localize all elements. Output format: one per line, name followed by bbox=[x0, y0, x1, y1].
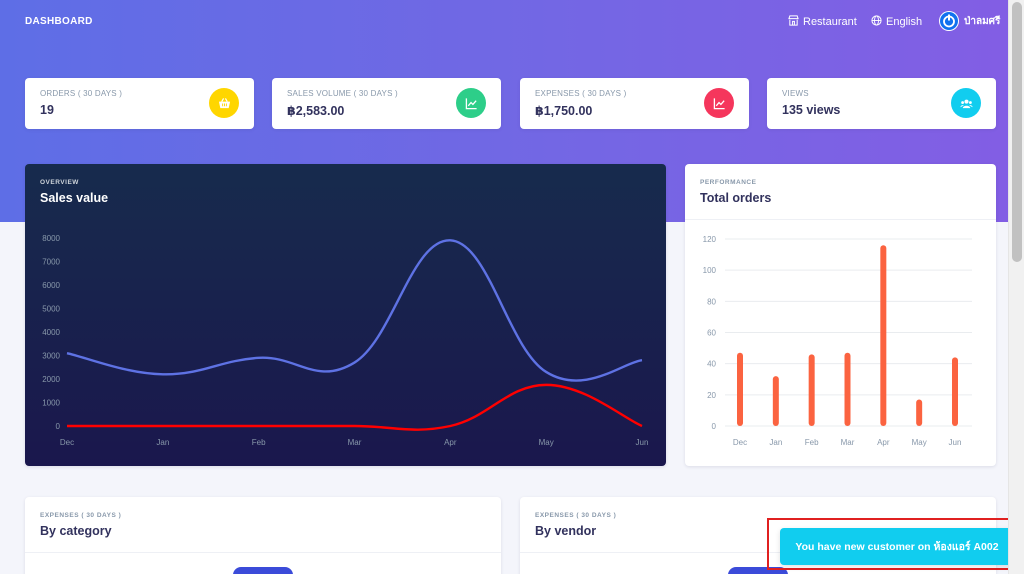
chart-line-icon bbox=[456, 88, 486, 118]
x-tick-label: Mar bbox=[348, 438, 362, 447]
x-tick-label: May bbox=[539, 438, 554, 447]
bar bbox=[772, 376, 779, 426]
y-tick-label: 2000 bbox=[42, 375, 60, 384]
y-tick-label: 7000 bbox=[42, 258, 60, 267]
card-title: Sales value bbox=[40, 191, 109, 205]
card-divider bbox=[25, 552, 501, 553]
user-name: ป่าลมศรี bbox=[964, 15, 1001, 27]
stat-label: SALES VOLUME ( 30 DAYS ) bbox=[287, 89, 398, 98]
y-tick-label: 100 bbox=[703, 266, 717, 275]
card-kicker: OVERVIEW bbox=[40, 179, 79, 186]
bar bbox=[916, 399, 923, 426]
vertical-scrollbar[interactable] bbox=[1008, 0, 1024, 574]
x-tick-label: Apr bbox=[877, 438, 890, 447]
y-tick-label: 6000 bbox=[42, 281, 60, 290]
x-tick-label: Jan bbox=[156, 438, 169, 447]
y-tick-label: 60 bbox=[707, 329, 716, 338]
toast-message: You have new customer on ห้องแอร์ A002 bbox=[795, 541, 999, 553]
y-tick-label: 3000 bbox=[42, 352, 60, 361]
total-orders-card: PERFORMANCE Total orders 0 20 40 60 80 100 120… bbox=[685, 164, 996, 466]
new-customer-toast[interactable]: You have new customer on ห้องแอร์ A002 bbox=[780, 528, 1014, 565]
series-line-1 bbox=[67, 383, 643, 431]
card-kicker: EXPENSES ( 30 DAYS ) bbox=[535, 512, 617, 519]
stat-value: ฿1,750.00 bbox=[535, 104, 593, 118]
brand-title[interactable]: DASHBOARD bbox=[25, 16, 93, 27]
bar bbox=[880, 245, 887, 426]
restaurant-label: Restaurant bbox=[803, 16, 857, 28]
card-divider bbox=[685, 219, 996, 220]
category-pie-chart[interactable] bbox=[233, 567, 293, 574]
language-selector[interactable]: English bbox=[871, 13, 922, 31]
y-tick-label: 0 bbox=[56, 422, 61, 431]
stat-label: VIEWS bbox=[782, 89, 809, 98]
top-navbar: DASHBOARD Restaurant English ป่าลมศรี bbox=[0, 0, 1008, 44]
bar bbox=[737, 352, 743, 426]
x-tick-label: Dec bbox=[733, 438, 747, 447]
y-tick-label: 8000 bbox=[42, 234, 60, 243]
y-tick-label: 5000 bbox=[42, 305, 60, 314]
card-kicker: EXPENSES ( 30 DAYS ) bbox=[40, 512, 122, 519]
x-tick-label: Feb bbox=[252, 438, 266, 447]
stat-label: ORDERS ( 30 DAYS ) bbox=[40, 89, 123, 98]
scrollbar-thumb[interactable] bbox=[1012, 2, 1022, 262]
y-tick-label: 1000 bbox=[42, 399, 60, 408]
series-line-0 bbox=[66, 239, 643, 382]
x-tick-label: Jun bbox=[636, 438, 649, 447]
stat-value: ฿2,583.00 bbox=[287, 104, 345, 118]
language-label: English bbox=[886, 16, 923, 28]
basket-icon bbox=[209, 88, 239, 118]
x-tick-label: May bbox=[912, 438, 927, 447]
x-tick-label: Jan bbox=[769, 438, 782, 447]
store-icon bbox=[788, 15, 799, 29]
card-divider bbox=[520, 552, 996, 553]
y-tick-label: 0 bbox=[712, 422, 717, 431]
card-kicker: PERFORMANCE bbox=[700, 179, 757, 186]
sales-value-chart[interactable]: 0 1000 2000 3000 4000 5000 6000 7000 8000 Dec Jan F… bbox=[25, 164, 666, 466]
stat-card-sales-volume: SALES VOLUME ( 30 DAYS ) ฿2,583.00 bbox=[272, 78, 501, 129]
card-title: By category bbox=[40, 524, 112, 538]
x-tick-label: Jun bbox=[949, 438, 962, 447]
bar bbox=[844, 352, 851, 426]
x-tick-label: Mar bbox=[841, 438, 855, 447]
total-orders-chart[interactable]: 0 20 40 60 80 100 120 Dec Jan Feb Mar Apr May Jun bbox=[685, 164, 996, 466]
by-category-card: EXPENSES ( 30 DAYS ) By category bbox=[25, 497, 501, 574]
avatar bbox=[939, 11, 959, 31]
chart-line-icon bbox=[704, 88, 734, 118]
x-tick-label: Apr bbox=[444, 438, 457, 447]
stat-card-expenses: EXPENSES ( 30 DAYS ) ฿1,750.00 bbox=[520, 78, 749, 129]
stat-card-orders: ORDERS ( 30 DAYS ) 19 bbox=[25, 78, 254, 129]
stat-value: 19 bbox=[40, 103, 54, 117]
y-tick-label: 80 bbox=[707, 297, 716, 306]
users-icon bbox=[951, 88, 981, 118]
y-tick-label: 4000 bbox=[42, 328, 60, 337]
x-tick-label: Feb bbox=[805, 438, 819, 447]
stat-label: EXPENSES ( 30 DAYS ) bbox=[535, 89, 627, 98]
card-title: By vendor bbox=[535, 524, 597, 538]
stat-value: 135 views bbox=[782, 103, 841, 117]
globe-icon bbox=[871, 15, 882, 29]
y-tick-label: 120 bbox=[703, 235, 717, 244]
power-logo-icon bbox=[940, 12, 958, 30]
card-title: Total orders bbox=[700, 191, 772, 205]
vendor-pie-chart[interactable] bbox=[728, 567, 788, 574]
bar bbox=[808, 354, 815, 426]
y-tick-label: 20 bbox=[707, 391, 716, 400]
x-tick-label: Dec bbox=[60, 438, 74, 447]
user-menu[interactable]: ป่าลมศรี bbox=[939, 11, 1000, 31]
stat-card-views: VIEWS 135 views bbox=[767, 78, 996, 129]
y-tick-label: 40 bbox=[707, 360, 716, 369]
sales-value-card: OVERVIEW Sales value 0 1000 2000 3000 4000 50… bbox=[25, 164, 666, 466]
restaurant-link[interactable]: Restaurant bbox=[788, 13, 857, 31]
bar bbox=[952, 357, 958, 426]
